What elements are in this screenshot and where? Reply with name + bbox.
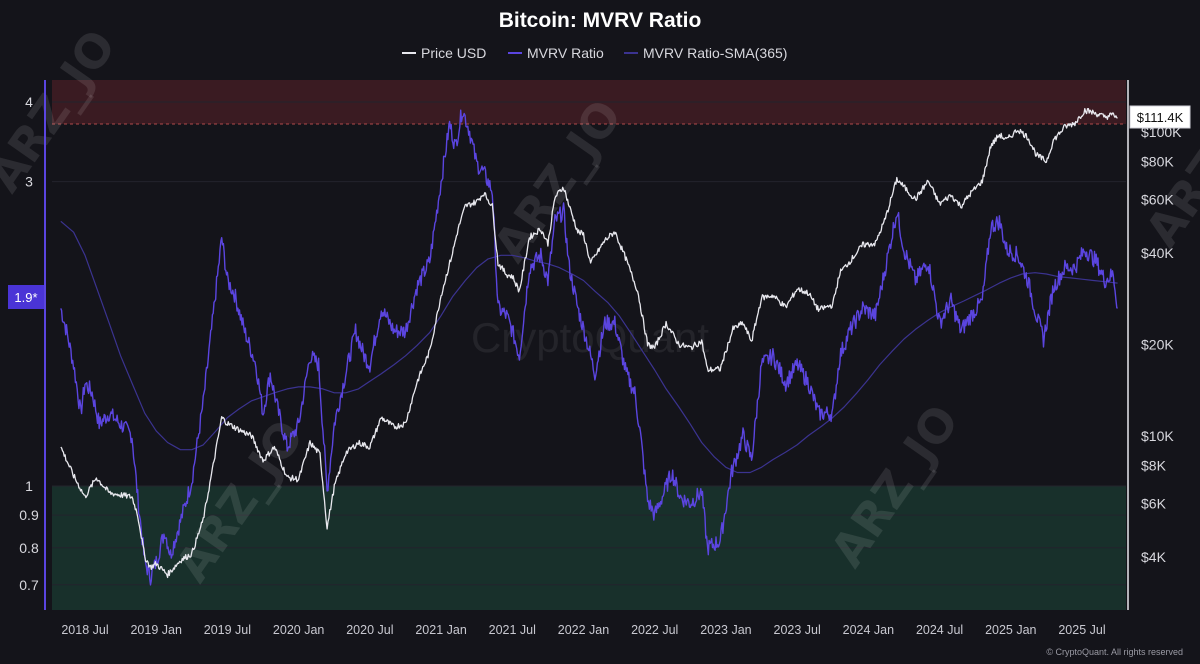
x-tick-label: 2019 Jan	[130, 623, 181, 637]
current-mvrv-label: 1.9*	[14, 290, 37, 305]
current-price-badge-bg	[1129, 105, 1191, 129]
x-tick-label: 2019 Jul	[204, 623, 251, 637]
current-mvrv-badge: 1.9*	[8, 285, 44, 309]
legend-label-price: Price USD	[421, 45, 486, 61]
x-tick-label: 2021 Jul	[489, 623, 536, 637]
x-tick-label: 2023 Jul	[774, 623, 821, 637]
legend-label-mvrv: MVRV Ratio	[527, 45, 604, 61]
current-price-badge: $111.4K	[1129, 105, 1191, 129]
x-tick-label: 2025 Jan	[985, 623, 1036, 637]
right-tick-label: $8K	[1141, 457, 1167, 473]
left-tick-label: 4	[25, 94, 33, 110]
x-tick-label: 2020 Jul	[346, 623, 393, 637]
right-tick-label: $60K	[1141, 191, 1174, 207]
chart-title: Bitcoin: MVRV Ratio	[499, 9, 702, 32]
right-tick-label: $40K	[1141, 245, 1174, 261]
x-tick-label: 2023 Jan	[700, 623, 751, 637]
x-tick-label: 2025 Jul	[1058, 623, 1105, 637]
copyright-text: © CryptoQuant. All rights reserved	[1046, 647, 1183, 657]
right-tick-label: $80K	[1141, 153, 1174, 169]
x-tick-label: 2018 Jul	[61, 623, 108, 637]
series-line-mvrv-ratio-sma-365	[60, 220, 1118, 474]
current-price-label: $111.4K	[1137, 110, 1184, 125]
grid-lines	[52, 101, 1126, 586]
series-layer	[60, 107, 1118, 586]
left-axis-ticks: 4 3 1 0.9 0.8 0.7	[19, 94, 39, 593]
x-tick-label: 2020 Jan	[273, 623, 324, 637]
series-line-mvrv-ratio	[60, 109, 1118, 586]
x-tick-label: 2022 Jan	[558, 623, 609, 637]
left-tick-label: 1	[25, 478, 33, 494]
left-tick-label: 0.7	[19, 577, 39, 593]
x-tick-label: 2022 Jul	[631, 623, 678, 637]
left-tick-label: 3	[25, 174, 33, 190]
right-tick-label: $10K	[1141, 428, 1174, 444]
left-tick-label: 0.9	[19, 507, 39, 523]
x-axis-ticks: 2018 Jul 2019 Jan 2019 Jul 2020 Jan 2020 Jul…	[61, 623, 1105, 637]
x-tick-label: 2024 Jan	[843, 623, 894, 637]
right-tick-label: $4K	[1141, 549, 1167, 565]
x-tick-label: 2021 Jan	[415, 623, 466, 637]
left-tick-label: 0.8	[19, 540, 39, 556]
current-mvrv-badge-bg	[8, 285, 44, 309]
right-tick-label: $20K	[1141, 336, 1174, 352]
right-axis-ticks: $100K$80K$60K$40K$20K$10K$8K$6K$4K	[1141, 124, 1182, 565]
right-tick-label: $6K	[1141, 495, 1167, 511]
legend: Price USD MVRV Ratio MVRV Ratio-SMA(365)	[402, 45, 787, 61]
x-tick-label: 2024 Jul	[916, 623, 963, 637]
series-line-price-usd	[60, 107, 1118, 579]
legend-label-sma: MVRV Ratio-SMA(365)	[643, 45, 787, 61]
